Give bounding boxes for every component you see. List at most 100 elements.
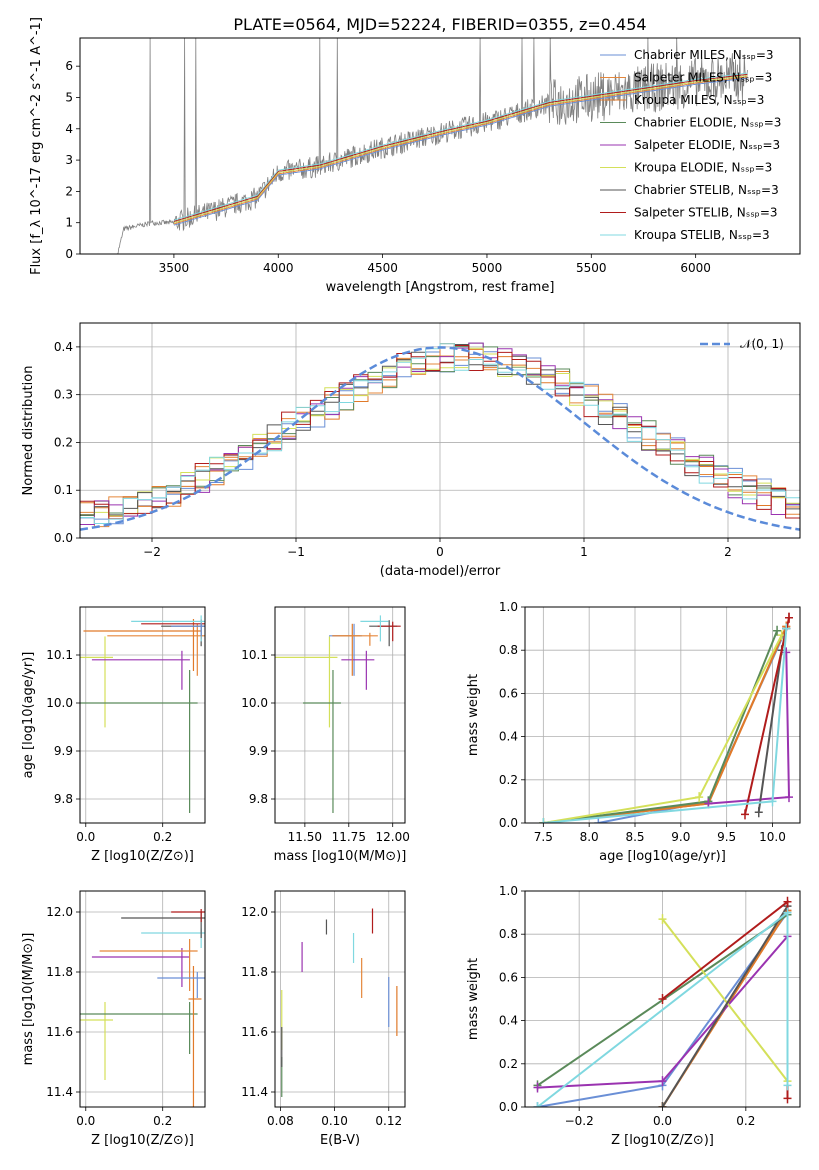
legend-label: Kroupa STELIB, Nₛₛₚ=3 (634, 228, 770, 242)
y-tick-label: 2 (65, 184, 73, 198)
panel-residuals: −2 −1 0 1 2 0.0 0.1 0.2 0.3 0.4 (data-model)/error… (21, 322, 801, 579)
model-spectrum (173, 75, 748, 224)
weight-marker (658, 994, 667, 1004)
x-axis-label: Z [log10(Z/Z⊙)] (611, 1133, 714, 1148)
x-axis-label: mass [log10(M/M⊙)] (274, 849, 407, 864)
model-spectrum (173, 73, 748, 222)
y-tick-label: 1.0 (499, 884, 518, 898)
y-tick-label: 11.4 (241, 1085, 268, 1099)
weight-marker (783, 896, 792, 907)
x-tick-label: 12.00 (376, 830, 410, 844)
x-axis-label: Z [log10(Z/Z⊙)] (91, 1133, 194, 1148)
plot-area (539, 612, 793, 823)
legend-label: Chabrier STELIB, Nₛₛₚ=3 (634, 183, 779, 197)
y-tick-label: 0.8 (499, 927, 518, 941)
weight-marker (658, 1076, 667, 1087)
y-tick-label: 0.6 (499, 686, 518, 700)
y-tick-label: 9.9 (54, 744, 73, 758)
x-axis-label: wavelength [Angstrom, rest frame] (326, 280, 555, 295)
weight-marker (533, 1082, 542, 1093)
x-axis-label: age [log10(age/yr)] (599, 849, 726, 864)
weight-marker (783, 1080, 792, 1091)
y-tick-label: 0.4 (499, 1014, 518, 1028)
x-tick-label: 0 (436, 545, 444, 559)
model-spectrum (173, 72, 748, 221)
panel-ageZ: 0.0 0.2 9.8 9.9 10.0 10.1 Z [log10(Z/Z⊙)] age [… (21, 606, 206, 864)
y-tick-label: 12.0 (241, 905, 268, 919)
axes-frame (79, 890, 206, 1108)
y-tick-label: 11.6 (241, 1025, 268, 1039)
x-axis-label: (data-model)/error (380, 564, 501, 579)
plot-area (275, 615, 401, 813)
y-tick-label: 11.6 (46, 1025, 73, 1039)
residual-histogram (80, 343, 800, 517)
y-tick-label: 1 (65, 216, 73, 230)
axes-frame (524, 890, 801, 1108)
x-tick-label: 4000 (263, 261, 294, 275)
plot-area (533, 896, 792, 1107)
y-tick-label: 6 (65, 59, 73, 73)
plot-area (80, 615, 205, 813)
weight-marker (783, 1093, 792, 1104)
y-axis-label: Normed distribution (21, 366, 36, 496)
y-axis-label: mass weight (466, 674, 481, 756)
panel-massEBV: 0.08 0.10 0.12 11.4 11.6 11.8 12.0 E(B-V) (241, 890, 406, 1148)
y-tick-label: 12.0 (46, 905, 73, 919)
x-tick-label: −2 (143, 545, 161, 559)
y-axis-label: mass [log10(M/M⊙)] (21, 933, 36, 1066)
legend-label: 𝒩(0, 1) (740, 337, 784, 351)
legend-label: Kroupa ELODIE, Nₛₛₚ=3 (634, 161, 772, 175)
x-axis-label: E(B-V) (320, 1133, 360, 1148)
x-tick-label: 5500 (576, 261, 607, 275)
axes-frame (524, 606, 801, 824)
x-tick-label: 2 (724, 545, 732, 559)
legend-label: Salpeter MILES, Nₛₛₚ=3 (634, 71, 772, 85)
x-tick-label: 8.5 (625, 830, 644, 844)
x-tick-label: 0.2 (736, 1114, 755, 1128)
y-axis-label: Flux [f_λ 10^-17 erg cm^-2 s^-1 A^-1] (29, 17, 44, 275)
x-tick-label: 8.0 (580, 830, 599, 844)
axes-frame (79, 37, 801, 255)
x-tick-label: 7.5 (534, 830, 553, 844)
panel-weightZ: −0.2 0.0 0.2 0.0 0.2 0.4 0.6 0.8 1.0 Z [log10(Z/Z… (466, 884, 801, 1148)
x-tick-label: 4500 (367, 261, 398, 275)
y-tick-label: 0.0 (499, 816, 518, 830)
weight-marker (785, 792, 793, 803)
observed-spectrum (117, 38, 748, 254)
x-tick-label: 0.12 (375, 1114, 402, 1128)
y-tick-label: 0.0 (54, 531, 73, 545)
x-tick-label: −0.2 (565, 1114, 594, 1128)
normal-curve (80, 346, 800, 531)
y-tick-label: 0 (65, 247, 73, 261)
axes-frame (79, 606, 206, 824)
y-tick-label: 11.4 (46, 1085, 73, 1099)
weight-line (744, 617, 790, 815)
y-tick-label: 0.6 (499, 970, 518, 984)
y-tick-label: 3 (65, 153, 73, 167)
y-tick-label: 5 (65, 90, 73, 104)
x-tick-label: −1 (287, 545, 305, 559)
y-tick-label: 11.8 (46, 965, 73, 979)
weight-line (543, 634, 783, 823)
legend-label: Kroupa MILES, Nₛₛₚ=3 (634, 93, 764, 107)
legend-label: Salpeter STELIB, Nₛₛₚ=3 (634, 206, 778, 220)
y-tick-label: 0.4 (499, 730, 518, 744)
y-axis-label: age [log10(age/yr)] (21, 652, 36, 779)
weight-marker (539, 818, 548, 823)
axes-frame (274, 890, 406, 1108)
panel-ageMass: 11.50 11.75 12.00 9.8 9.9 10.0 10.1 mass [log10… (241, 606, 410, 864)
weight-line (598, 628, 788, 823)
x-tick-label: 11.75 (332, 830, 366, 844)
weight-marker (658, 1102, 667, 1107)
y-tick-label: 1.0 (499, 600, 518, 614)
y-tick-label: 0.2 (499, 773, 518, 787)
x-tick-label: 0.2 (153, 1114, 172, 1128)
weight-marker (695, 792, 704, 803)
x-tick-label: 11.50 (288, 830, 322, 844)
legend-label: Chabrier ELODIE, Nₛₛₚ=3 (634, 116, 781, 130)
panel-spectrum: 3500 4000 4500 5000 5500 6000 0 1 2 3 4 5 6 wavelengt… (29, 17, 801, 295)
y-tick-label: 9.8 (54, 792, 73, 806)
legend-label: Salpeter ELODIE, Nₛₛₚ=3 (634, 138, 780, 152)
plot-area (281, 908, 398, 1097)
